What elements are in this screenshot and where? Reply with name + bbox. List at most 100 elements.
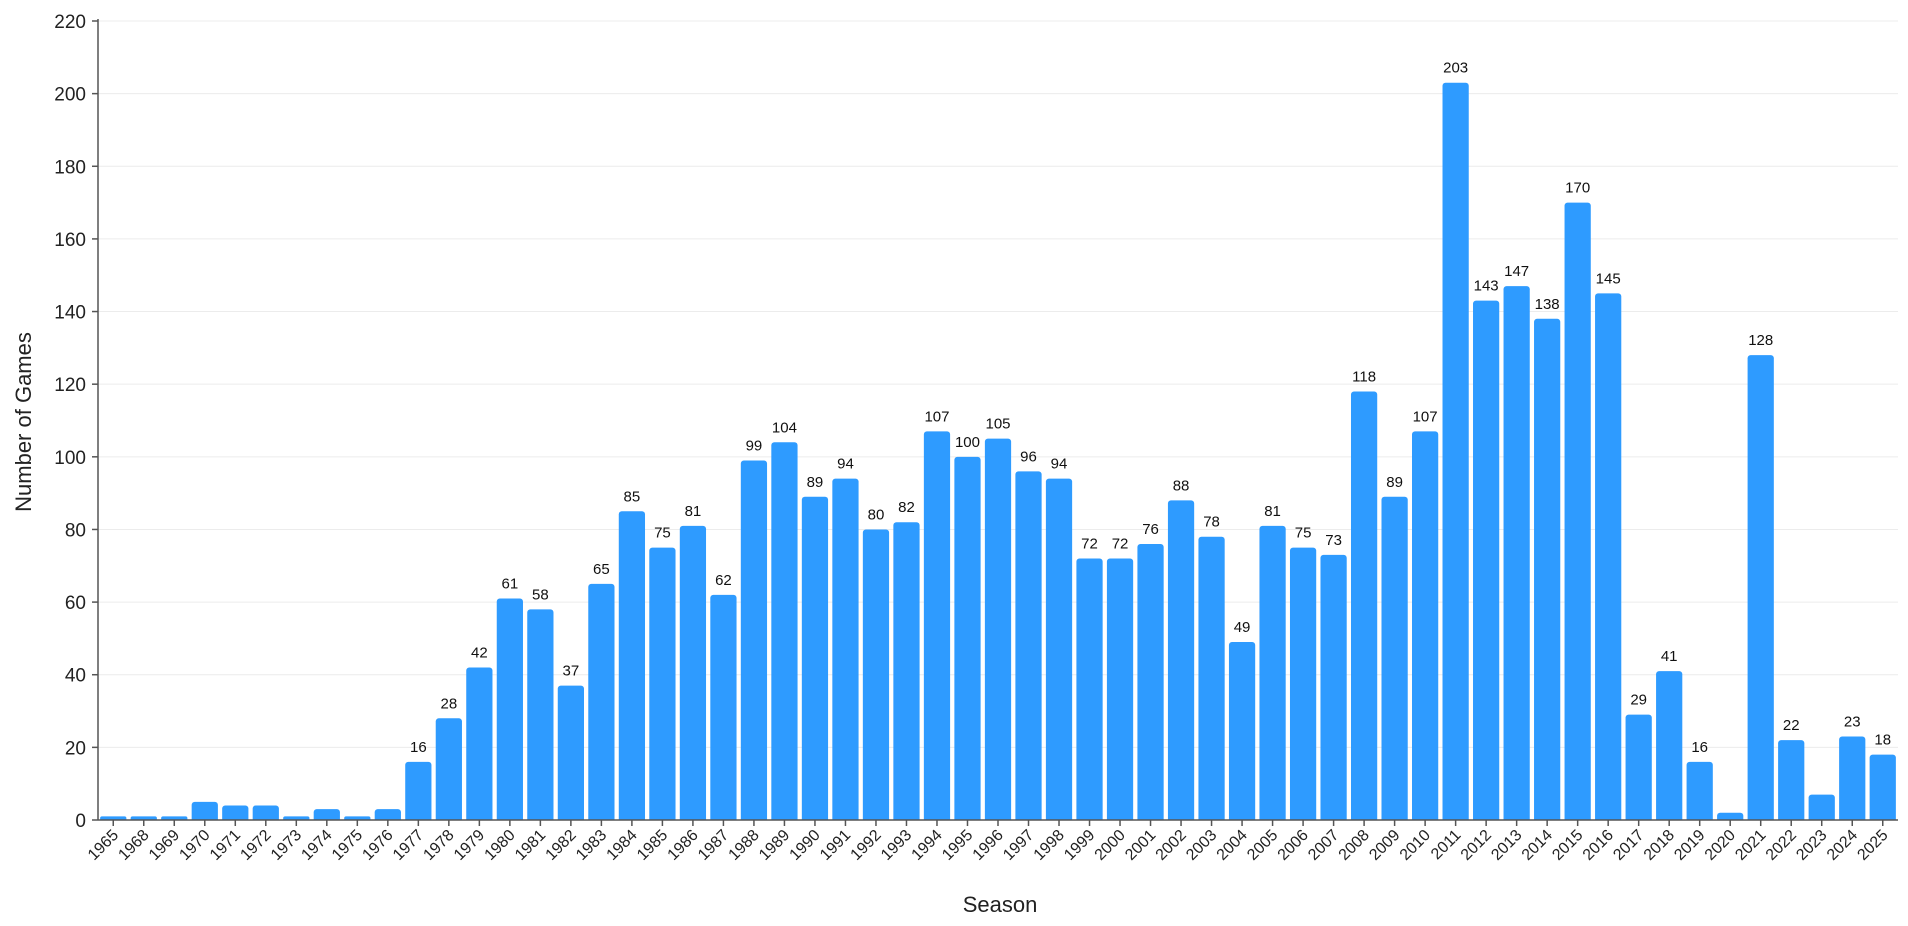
bar-1991: [832, 478, 859, 820]
x-tick-label: 1999: [1061, 827, 1098, 864]
bar-2024: [1839, 736, 1866, 820]
x-tick-label: 1984: [604, 827, 641, 864]
x-tick-label: 1968: [115, 827, 152, 864]
bar-2019: [1686, 761, 1713, 820]
x-tick-label: 1977: [390, 827, 427, 864]
bar-1995: [954, 456, 981, 820]
data-label: 42: [471, 644, 488, 661]
x-tick-label: 1974: [298, 827, 335, 864]
bar-2005: [1259, 525, 1286, 820]
x-tick-label: 2010: [1397, 827, 1434, 864]
y-tick-label: 20: [65, 738, 86, 759]
bar-2009: [1381, 496, 1408, 820]
x-tick-label: 1972: [237, 827, 274, 864]
data-label: 37: [563, 663, 580, 680]
data-label: 170: [1565, 180, 1590, 197]
bar-1992: [862, 529, 890, 820]
x-tick-label: 1992: [848, 827, 885, 864]
x-tick-label: 1988: [726, 827, 763, 864]
bar-1987: [710, 594, 737, 820]
data-label: 88: [1173, 477, 1190, 494]
bar-2021: [1747, 355, 1774, 820]
data-label: 105: [985, 416, 1010, 433]
y-tick-label: 100: [54, 448, 86, 469]
data-label: 76: [1142, 521, 1159, 538]
data-label: 128: [1748, 332, 1773, 349]
x-tick-label: 2013: [1488, 827, 1525, 864]
x-tick-label: 2025: [1854, 827, 1891, 864]
data-label: 22: [1783, 717, 1800, 734]
x-tick-label: 2021: [1732, 827, 1769, 864]
bar-1980: [496, 598, 523, 820]
bars: [100, 82, 1896, 820]
bar-1970: [191, 801, 218, 820]
bar-2010: [1412, 431, 1439, 820]
y-tick-label: 80: [65, 520, 86, 541]
data-label: 80: [868, 506, 885, 523]
bar-2025: [1869, 754, 1896, 820]
y-axis-ticks: 0 20 40 60 80 100 120 140 160 180 200 220: [54, 12, 98, 832]
data-label: 73: [1325, 532, 1342, 549]
bar-1999: [1076, 558, 1103, 820]
x-tick-label: 2018: [1641, 827, 1678, 864]
x-tick-label: 2024: [1824, 827, 1861, 864]
data-label: 16: [410, 739, 427, 756]
y-tick-label: 40: [65, 666, 86, 687]
x-tick-label: 2019: [1671, 827, 1708, 864]
x-tick-label: 2001: [1122, 827, 1159, 864]
data-label: 18: [1874, 732, 1891, 749]
x-tick-label: 1987: [695, 827, 732, 864]
data-label: 94: [1051, 456, 1068, 473]
data-label: 138: [1535, 296, 1560, 313]
data-label: 61: [502, 575, 519, 592]
data-label: 62: [715, 572, 732, 589]
data-label: 72: [1081, 536, 1098, 553]
bar-1993: [893, 522, 920, 820]
x-tick-label: 1970: [176, 827, 213, 864]
bar-1983: [588, 583, 615, 820]
data-label: 94: [837, 456, 854, 473]
bar-2012: [1473, 300, 1500, 820]
bar-1977: [405, 761, 432, 820]
x-tick-label: 2007: [1305, 827, 1342, 864]
x-tick-label: 2005: [1244, 827, 1281, 864]
x-tick-label: 2011: [1428, 827, 1464, 863]
bar-1978: [435, 718, 462, 820]
x-tick-label: 1980: [482, 827, 519, 864]
bar-1968: [130, 816, 157, 820]
data-label: 107: [924, 408, 949, 425]
bar-2018: [1656, 671, 1683, 820]
bar-1989: [771, 442, 798, 820]
x-tick-label: 2002: [1153, 827, 1190, 864]
bar-2007: [1320, 554, 1347, 820]
y-tick-label: 160: [54, 230, 86, 251]
x-tick-label: 1965: [85, 827, 122, 864]
bar-2023: [1808, 794, 1835, 820]
x-tick-label: 1982: [543, 827, 580, 864]
x-tick-label: 2017: [1610, 827, 1647, 864]
bar-1990: [801, 496, 829, 820]
x-tick-label: 1995: [939, 827, 976, 864]
x-tick-label: 2022: [1763, 827, 1800, 864]
bar-2002: [1167, 500, 1195, 820]
x-tick-label: 1981: [512, 827, 549, 864]
y-axis-title: Number of Games: [11, 332, 36, 512]
data-label: 107: [1413, 408, 1438, 425]
x-tick-label: 2012: [1458, 827, 1495, 864]
bar-2017: [1625, 714, 1652, 820]
bar-1988: [740, 460, 768, 820]
data-label: 75: [654, 525, 671, 542]
x-tick-label: 1994: [909, 827, 946, 864]
bar-1969: [161, 816, 188, 820]
bar-1975: [344, 816, 371, 820]
data-label: 81: [1264, 503, 1281, 520]
x-axis-ticks: 1965196819691970197119721973197419751976…: [85, 820, 1892, 864]
data-label: 82: [898, 499, 915, 516]
x-tick-label: 1969: [146, 827, 183, 864]
bar-2011: [1442, 82, 1469, 820]
x-tick-label: 1983: [573, 827, 610, 864]
x-tick-label: 1991: [817, 827, 854, 864]
bar-1974: [313, 809, 340, 820]
bar-1982: [557, 685, 584, 820]
x-tick-label: 2008: [1336, 827, 1373, 864]
